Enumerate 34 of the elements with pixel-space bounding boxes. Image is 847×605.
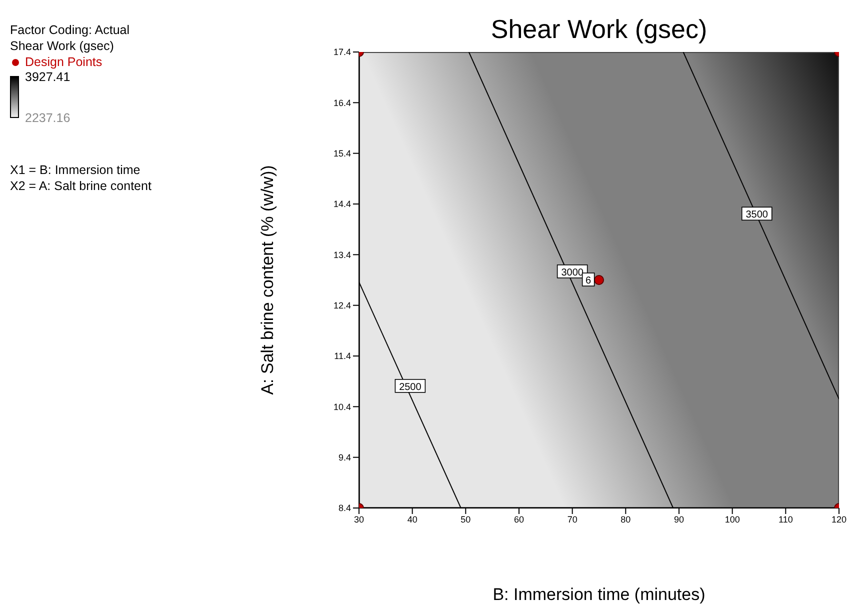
text: Factor Coding: Actual <box>10 22 131 38</box>
text: X1 = B: Immersion time <box>10 162 142 178</box>
y-tick-label: 17.4 <box>333 47 351 58</box>
color-bar-title: Shear Work (gsec) <box>10 38 115 54</box>
chart-title: Shear Work (gsec) <box>490 14 708 45</box>
text: X2 = A: Salt brine content <box>10 178 152 194</box>
color-bar-label: 2237.16 <box>25 110 70 126</box>
annotation: 6 <box>586 276 592 286</box>
x-tick-label: 30 <box>354 514 364 524</box>
y-tick-label: 10.4 <box>333 402 351 412</box>
x-tick-label: 60 <box>514 514 524 524</box>
x-tick-label: 120 <box>831 514 847 524</box>
y-tick-label: 16.4 <box>333 98 351 108</box>
y-tick-label: 13.4 <box>333 250 351 260</box>
annotation: 3500 <box>746 210 768 221</box>
y-tick-label: 8.4 <box>338 503 351 514</box>
y-tick-label: 9.4 <box>338 452 351 463</box>
y-tick-label: 11.4 <box>334 351 351 362</box>
x-tick-label: 70 <box>567 514 578 524</box>
x-tick-label: 50 <box>460 514 471 524</box>
x-tick-label: 100 <box>724 514 740 524</box>
color-bar-label: 3927.41 <box>25 69 70 85</box>
y-tick-label: 14.4 <box>333 199 351 210</box>
annotation: 3000 <box>561 267 584 278</box>
annotation: 2500 <box>399 382 422 393</box>
y-tick-label: 12.4 <box>333 300 351 311</box>
y-axis-title: A: Salt brine content (% (w/w)) <box>258 164 278 397</box>
legend-label: Design Points <box>24 54 104 70</box>
x-tick-label: 90 <box>674 514 684 524</box>
x-tick-label: 40 <box>407 514 418 524</box>
x-axis-title: B: Immersion time (minutes) <box>492 585 706 605</box>
x-tick-label: 110 <box>778 514 793 524</box>
x-tick-label: 80 <box>620 514 631 524</box>
y-tick-label: 15.4 <box>333 148 351 159</box>
